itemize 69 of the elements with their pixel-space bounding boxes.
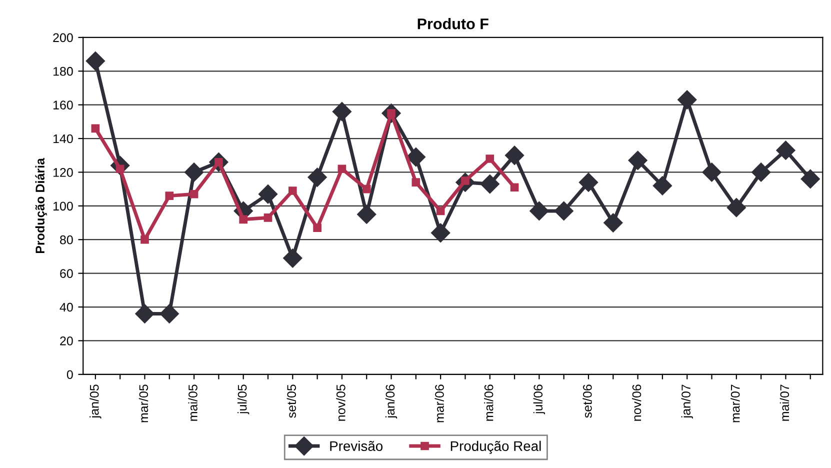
point	[190, 190, 198, 198]
y-tick-label: 0	[66, 370, 73, 380]
y-tick-label: 200	[53, 33, 73, 42]
point	[776, 140, 796, 160]
point	[702, 162, 722, 182]
x-tick-label: jan/07	[681, 384, 693, 418]
x-tick-label: mar/07	[730, 384, 740, 422]
point	[91, 124, 100, 133]
point	[165, 192, 174, 200]
point	[800, 169, 820, 188]
x-tick-label: set/06	[582, 384, 592, 418]
point	[86, 51, 105, 71]
point	[678, 90, 697, 110]
x-tick-label: jul/05	[238, 384, 250, 414]
point	[184, 162, 204, 182]
point	[652, 176, 672, 196]
point	[288, 186, 297, 195]
point	[357, 204, 376, 224]
point	[239, 215, 248, 224]
point	[362, 184, 371, 194]
x-tick-label: mai/05	[188, 384, 198, 421]
y-tick-label: 60	[60, 269, 73, 278]
point	[338, 164, 346, 174]
x-tick-label: jul/06	[533, 384, 546, 414]
point	[504, 146, 524, 165]
point	[431, 223, 450, 242]
y-axis-title: Produção Diária	[35, 158, 47, 254]
point	[406, 148, 426, 167]
point	[628, 150, 648, 170]
y-tick-label: 160	[53, 100, 73, 110]
point	[530, 201, 549, 221]
y-tick-label: 120	[53, 168, 73, 177]
chart-title: Produto F	[418, 18, 488, 30]
point	[283, 248, 302, 268]
y-tick-label: 20	[60, 336, 73, 346]
legend-label: Produção Real	[450, 440, 541, 454]
x-tick-label: jan/05	[90, 384, 102, 418]
point	[332, 102, 352, 122]
x-tick-label: nov/06	[632, 384, 642, 421]
x-tick-label: nov/05	[336, 384, 346, 421]
point	[140, 235, 149, 244]
point	[160, 304, 179, 324]
x-tick-label: mai/07	[780, 384, 790, 421]
point	[412, 178, 420, 186]
y-tick-label: 180	[53, 66, 73, 76]
point	[486, 154, 494, 163]
legend-label: Previsão	[330, 440, 383, 452]
point	[436, 206, 445, 216]
point	[313, 224, 322, 232]
point	[308, 168, 327, 187]
x-tick-label: mai/06	[484, 384, 494, 421]
y-tick-label: 140	[53, 134, 73, 144]
point	[480, 174, 500, 194]
x-tick-label: jan/06	[385, 384, 398, 418]
point	[554, 201, 574, 221]
point	[510, 183, 519, 192]
point	[752, 162, 771, 182]
point	[604, 213, 623, 232]
point	[258, 184, 278, 204]
point	[578, 172, 598, 192]
x-tick-label: mar/05	[138, 384, 148, 422]
point	[264, 214, 272, 222]
y-tick-label: 80	[60, 235, 73, 244]
y-tick-label: 100	[53, 202, 73, 211]
x-tick-label: set/05	[286, 384, 296, 418]
point	[135, 304, 154, 324]
x-tick-label: mar/06	[434, 384, 444, 422]
point	[726, 198, 746, 218]
y-tick-label: 40	[60, 302, 73, 312]
